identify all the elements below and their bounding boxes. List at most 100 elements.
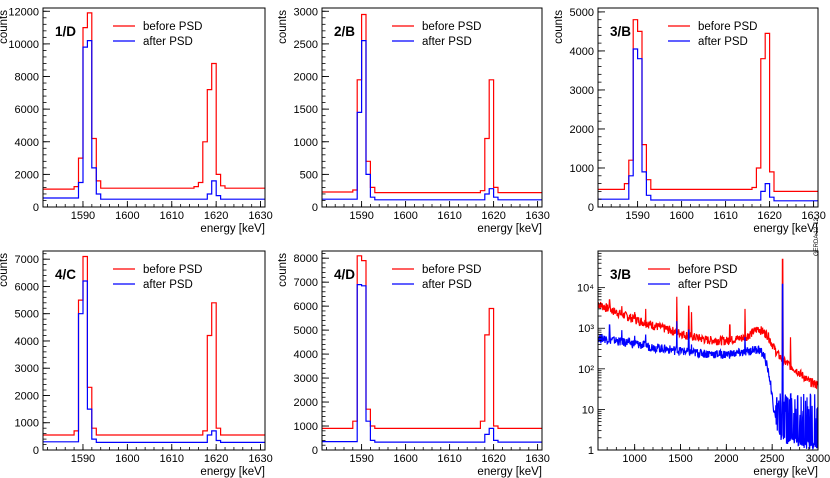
y-tick-label: 3000	[570, 85, 594, 97]
y-tick-label: 2000	[294, 72, 318, 84]
y-tick-label: 4000	[570, 46, 594, 58]
series-before-psd-p3	[598, 19, 818, 192]
x-tick-label: 1600	[115, 453, 139, 465]
y-tick-label: 3000	[294, 373, 318, 385]
series-after-psd-p3	[598, 48, 818, 202]
y-tick-label: 10000	[8, 39, 39, 51]
y-tick-label: 0	[33, 202, 39, 214]
x-tick-label: 1610	[437, 453, 461, 465]
y-tick-label: 8000	[294, 253, 318, 265]
x-tick-label: 1620	[757, 210, 781, 222]
y-tick-label: 10	[582, 404, 594, 416]
legend-label-before: before PSD	[422, 21, 481, 33]
x-tick-label: 2500	[760, 453, 784, 465]
y-tick-label: 5000	[570, 7, 594, 19]
panel-label: 4/C	[55, 267, 76, 282]
y-tick-label: 10²	[578, 364, 594, 376]
legend-label-after: after PSD	[143, 279, 193, 291]
legend-label-before: before PSD	[698, 21, 757, 33]
panel-p3: 1590 1600 1610 1620 1630 0 1000 2000 3000 4000 500…	[553, 7, 826, 235]
x-axis-label: energy [keV]	[200, 466, 265, 478]
y-tick-label: 6000	[15, 281, 39, 293]
y-tick-label: 7000	[294, 277, 318, 289]
x-tick-label: 1630	[248, 453, 272, 465]
y-tick-label: 10⁴	[577, 283, 594, 295]
legend-label-before: before PSD	[422, 264, 481, 276]
x-tick-label: 1590	[625, 210, 649, 222]
series-after-psd-p2	[322, 40, 542, 201]
x-tick-label: 1600	[393, 210, 417, 222]
x-tick-label: 1610	[160, 210, 184, 222]
y-axis-label: counts	[0, 10, 10, 44]
y-tick-label: 4000	[15, 137, 39, 149]
x-axis-label: energy [keV]	[477, 466, 542, 478]
y-tick-label: 3000	[294, 6, 318, 18]
y-tick-label: 8000	[15, 72, 39, 84]
y-tick-label: 1	[588, 445, 594, 457]
x-tick-label: 1590	[71, 453, 95, 465]
panel-p2: 1590 1600 1610 1620 1630 0 500 1000 1500 2000 2500…	[277, 6, 550, 235]
y-tick-label: 10³	[578, 323, 594, 335]
y-tick-label: 2000	[15, 390, 39, 402]
x-axis-label: energy [keV]	[753, 223, 818, 235]
y-tick-label: 5000	[294, 325, 318, 337]
x-tick-label: 1620	[204, 210, 228, 222]
y-tick-label: 1000	[15, 418, 39, 430]
x-tick-label: 1000	[622, 453, 646, 465]
y-tick-label: 3000	[15, 363, 39, 375]
panel-p4: 1590 1600 1610 1620 1630 0 1000 2000 3000 4000 500…	[0, 250, 273, 478]
series-after-psd-p5	[322, 284, 542, 443]
legend-label-after: after PSD	[678, 279, 728, 291]
panel-label: 3/B	[610, 24, 631, 39]
panel-p1: 1590 1600 1610 1620 1630 0 2000 4000 6000 8000 100…	[0, 6, 273, 235]
series-before-psd-p5	[322, 255, 542, 429]
y-tick-label: 5000	[15, 309, 39, 321]
x-tick-label: 1630	[525, 453, 549, 465]
legend-label-before: before PSD	[678, 264, 737, 276]
y-tick-label: 0	[588, 202, 594, 214]
x-tick-label: 1620	[481, 453, 505, 465]
y-tick-label: 1000	[294, 137, 318, 149]
x-tick-label: 2000	[714, 453, 738, 465]
x-tick-label: 1600	[393, 453, 417, 465]
x-tick-label: 1630	[248, 210, 272, 222]
series-before-psd-p2	[322, 13, 542, 194]
y-axis-label: counts	[277, 10, 289, 44]
series-after-psd-p6	[598, 283, 818, 450]
legend-label-before: before PSD	[143, 264, 202, 276]
panel-label: 2/B	[334, 24, 355, 39]
y-tick-label: 4000	[294, 349, 318, 361]
y-tick-label: 1000	[570, 163, 594, 175]
x-tick-label: 1590	[71, 210, 95, 222]
series-before-psd-p6	[598, 258, 818, 390]
x-tick-label: 1620	[204, 453, 228, 465]
legend-label-after: after PSD	[698, 36, 748, 48]
x-tick-label: 1630	[801, 210, 825, 222]
x-tick-label: 1630	[525, 210, 549, 222]
side-label: GERDA 12-12	[814, 217, 820, 256]
y-tick-label: 2500	[294, 39, 318, 51]
y-tick-label: 6000	[15, 104, 39, 116]
x-tick-label: 1610	[160, 453, 184, 465]
y-axis-label: counts	[0, 253, 10, 287]
y-axis-label: counts	[553, 10, 565, 44]
x-axis-label: energy [keV]	[753, 466, 818, 478]
y-tick-label: 0	[312, 445, 318, 457]
x-axis-label: energy [keV]	[477, 223, 542, 235]
y-tick-label: 0	[33, 445, 39, 457]
y-tick-label: 2000	[570, 124, 594, 136]
panel-label: 1/D	[55, 24, 76, 39]
y-tick-label: 7000	[15, 254, 39, 266]
x-tick-label: 1610	[713, 210, 737, 222]
legend-label-before: before PSD	[143, 21, 202, 33]
x-axis-label: energy [keV]	[200, 223, 265, 235]
legend-label-after: after PSD	[422, 279, 472, 291]
series-after-psd-p1	[43, 40, 265, 200]
panel-label: 4/D	[334, 267, 355, 282]
x-tick-label: 1610	[437, 210, 461, 222]
y-tick-label: 2000	[294, 397, 318, 409]
legend-label-after: after PSD	[422, 36, 472, 48]
y-tick-label: 12000	[8, 6, 39, 18]
panel-p6: 1000 1500 2000 2500 3000 1 10 10² 10³ 10⁴ energy […	[577, 250, 830, 478]
y-tick-label: 4000	[15, 336, 39, 348]
